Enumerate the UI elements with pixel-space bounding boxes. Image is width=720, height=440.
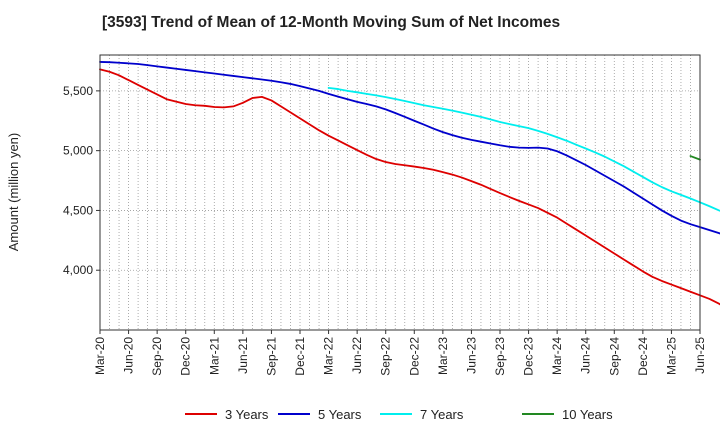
legend-label: 7 Years — [420, 407, 464, 422]
x-tick-label: Dec-20 — [179, 337, 193, 376]
x-tick-label: Mar-20 — [93, 337, 107, 375]
x-tick-label: Jun-22 — [350, 337, 364, 374]
x-tick-label: Jun-20 — [122, 337, 136, 374]
series-line-10-years — [689, 155, 701, 161]
x-tick-label: Sep-20 — [150, 337, 164, 376]
legend-label: 3 Years — [225, 407, 269, 422]
legend-label: 5 Years — [318, 407, 362, 422]
legend-item: 7 Years — [380, 407, 464, 422]
x-tick-label: Mar-25 — [664, 337, 678, 375]
x-tick-label: Dec-21 — [293, 337, 307, 376]
chart-title: [3593] Trend of Mean of 12-Month Moving … — [102, 14, 561, 31]
y-axis-label: Amount (million yen) — [6, 133, 21, 252]
series-line-3-years — [99, 68, 720, 306]
x-tick-label: Jun-24 — [579, 337, 593, 374]
legend-label: 10 Years — [562, 407, 613, 422]
x-tick-label: Mar-22 — [322, 337, 336, 375]
x-tick-label: Jun-25 — [693, 337, 707, 374]
legend-item: 5 Years — [278, 407, 362, 422]
x-tick-label: Mar-23 — [436, 337, 450, 375]
plot-area — [99, 54, 701, 331]
series-line-5-years — [99, 61, 720, 235]
legend-item: 3 Years — [185, 407, 269, 422]
x-tick-label: Dec-22 — [407, 337, 421, 376]
x-tick-label: Mar-24 — [550, 337, 564, 375]
x-tick-label: Jun-23 — [464, 337, 478, 374]
x-tick-label: Jun-21 — [236, 337, 250, 374]
x-tick-label: Sep-24 — [607, 337, 621, 376]
x-axis-ticks: Mar-20 Jun-20 Sep-20 Dec-20 Mar-21 Jun-21 Sep-… — [93, 330, 707, 376]
x-tick-label: Sep-21 — [264, 337, 278, 376]
legend-item: 10 Years — [522, 407, 613, 422]
series-lines — [99, 61, 720, 306]
grid-lines — [100, 55, 700, 330]
x-tick-label: Sep-23 — [493, 337, 507, 376]
x-tick-label: Sep-22 — [379, 337, 393, 376]
y-tick-label: 5,000 — [63, 144, 93, 158]
y-tick-label: 4,000 — [63, 263, 93, 277]
y-axis-ticks: 4,000 4,500 5,000 5,500 — [63, 84, 100, 277]
series-line-7-years — [327, 86, 720, 212]
legend: 3 Years 5 Years 7 Years 10 Years — [185, 407, 613, 422]
y-tick-label: 4,500 — [63, 203, 93, 217]
x-tick-label: Dec-23 — [522, 337, 536, 376]
y-tick-label: 5,500 — [63, 84, 93, 98]
x-tick-label: Dec-24 — [636, 337, 650, 376]
x-tick-label: Mar-21 — [207, 337, 221, 375]
